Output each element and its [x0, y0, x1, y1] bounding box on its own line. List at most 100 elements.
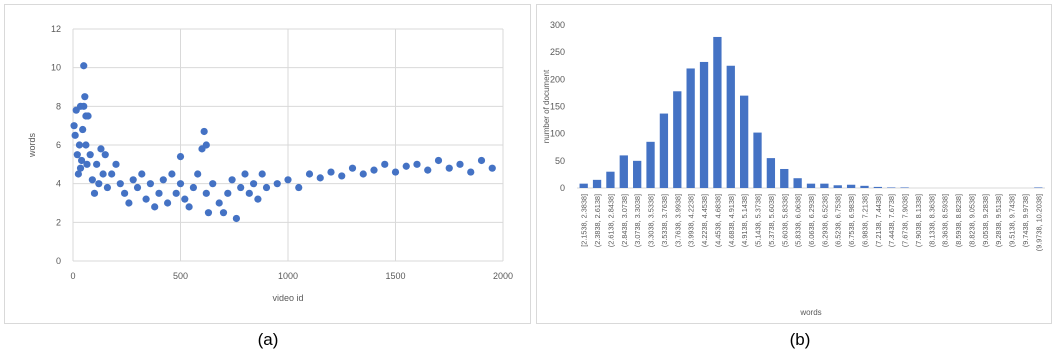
data-point — [200, 127, 208, 136]
bar — [699, 61, 709, 188]
x-tick-label: 1000 — [278, 271, 298, 281]
data-point — [155, 189, 163, 197]
data-point — [70, 122, 78, 130]
bar — [579, 183, 588, 188]
data-point — [181, 195, 189, 203]
x-tick-label: (8.8238, 9.0538] — [967, 194, 976, 247]
x-tick-label: 1500 — [385, 271, 405, 281]
x-tick-label: (3.5338, 3.7638] — [660, 194, 669, 247]
data-point — [456, 160, 464, 168]
x-tick-label: (5.8338, 6.0638] — [794, 194, 803, 247]
x-tick-label: (7.4438, 7.6738] — [887, 194, 896, 247]
data-point — [241, 170, 249, 178]
bar — [846, 184, 856, 188]
data-point — [284, 176, 292, 184]
bar — [780, 168, 789, 188]
data-point — [112, 160, 120, 168]
x-tick-label: (7.2138, 7.4438] — [874, 194, 883, 247]
x-tick-label: (9.0538, 9.2838] — [981, 194, 990, 247]
data-point — [103, 183, 111, 192]
data-point — [237, 183, 245, 192]
histogram-chart: 0 50 100 150 200 250 300 [2.1538, 2.3838] (2.383… — [542, 20, 1045, 317]
x-tick-label: (6.2938, 6.5238] — [820, 194, 829, 247]
x-tick-label: (2.8438, 3.0738] — [620, 194, 629, 247]
x-tick-label: (9.2838, 9.5138] — [994, 194, 1003, 247]
data-point — [80, 62, 88, 70]
data-point — [75, 141, 84, 149]
x-tick-label: (4.9138, 5.1438] — [740, 194, 749, 247]
data-point — [138, 170, 146, 178]
data-point — [172, 189, 180, 197]
data-point — [159, 176, 167, 184]
x-tick-label: (4.2238, 4.4538] — [700, 194, 709, 247]
scatter-chart-panel: 0 2 4 6 8 10 12 0 500 1000 1500 2000 video id words — [4, 4, 531, 324]
y-tick-label: 300 — [550, 20, 565, 30]
bar — [806, 183, 816, 188]
data-point — [202, 141, 210, 149]
data-point — [434, 156, 443, 165]
data-point — [219, 209, 228, 217]
y-tick-label: 8 — [56, 101, 61, 111]
data-point — [215, 199, 223, 207]
data-point — [76, 102, 85, 110]
y-tick-label: 0 — [560, 183, 565, 193]
data-point — [168, 170, 176, 178]
bar — [753, 132, 762, 188]
data-point — [101, 151, 109, 159]
data-point — [79, 125, 87, 134]
data-point — [176, 153, 185, 161]
data-point — [99, 170, 107, 178]
y-axis-label: words — [27, 133, 37, 159]
bar — [887, 187, 896, 188]
x-tick-label: 0 — [70, 271, 75, 281]
x-tick-label: (3.0738, 3.3038] — [633, 194, 642, 247]
bar — [739, 95, 749, 188]
data-point — [305, 170, 314, 178]
y-tick-label: 0 — [56, 256, 61, 266]
data-point — [71, 131, 79, 139]
data-point — [258, 170, 266, 178]
data-point — [204, 209, 213, 217]
data-point — [359, 170, 367, 178]
caption-b: (b) — [789, 330, 811, 349]
data-point — [413, 160, 421, 168]
data-point — [202, 189, 210, 197]
bar — [900, 187, 909, 188]
x-tick-label: (2.6138, 2.8438] — [606, 194, 615, 247]
data-point — [90, 189, 99, 197]
x-tick-label: (5.6038, 5.8338] — [780, 194, 789, 247]
data-point — [74, 170, 82, 178]
data-point — [327, 168, 335, 176]
x-tick-label: (6.0638, 6.2938] — [807, 194, 816, 247]
y-tick-label: 50 — [555, 156, 565, 166]
data-point — [133, 183, 142, 192]
bar — [673, 91, 682, 188]
bar — [686, 68, 695, 188]
y-tick-label: 4 — [56, 179, 61, 189]
data-point — [316, 174, 324, 182]
x-axis-label: words — [799, 308, 821, 317]
data-point — [78, 156, 86, 165]
data-point — [488, 164, 496, 172]
data-point — [338, 172, 346, 180]
data-point — [402, 162, 410, 170]
x-tick-label: (8.3638, 8.5938] — [941, 194, 950, 247]
data-point — [88, 176, 96, 184]
x-tick-label: (3.3038, 3.5338] — [647, 194, 656, 247]
data-point — [86, 151, 94, 159]
data-point — [232, 214, 240, 223]
data-point — [151, 203, 159, 211]
x-tick-label: (6.7538, 6.9838] — [847, 194, 856, 247]
x-tick-label: (6.9838, 7.2138] — [860, 194, 869, 247]
data-point — [245, 189, 253, 197]
bar — [713, 36, 722, 188]
bar — [659, 113, 669, 188]
data-point — [250, 180, 258, 188]
y-tick-label: 150 — [550, 102, 565, 112]
y-tick-label: 12 — [51, 24, 61, 34]
data-point — [73, 151, 81, 159]
data-point — [164, 199, 172, 207]
data-point — [142, 195, 150, 203]
x-tick-label: (8.1338, 8.3638] — [927, 194, 936, 247]
y-tick-label: 250 — [550, 47, 565, 57]
